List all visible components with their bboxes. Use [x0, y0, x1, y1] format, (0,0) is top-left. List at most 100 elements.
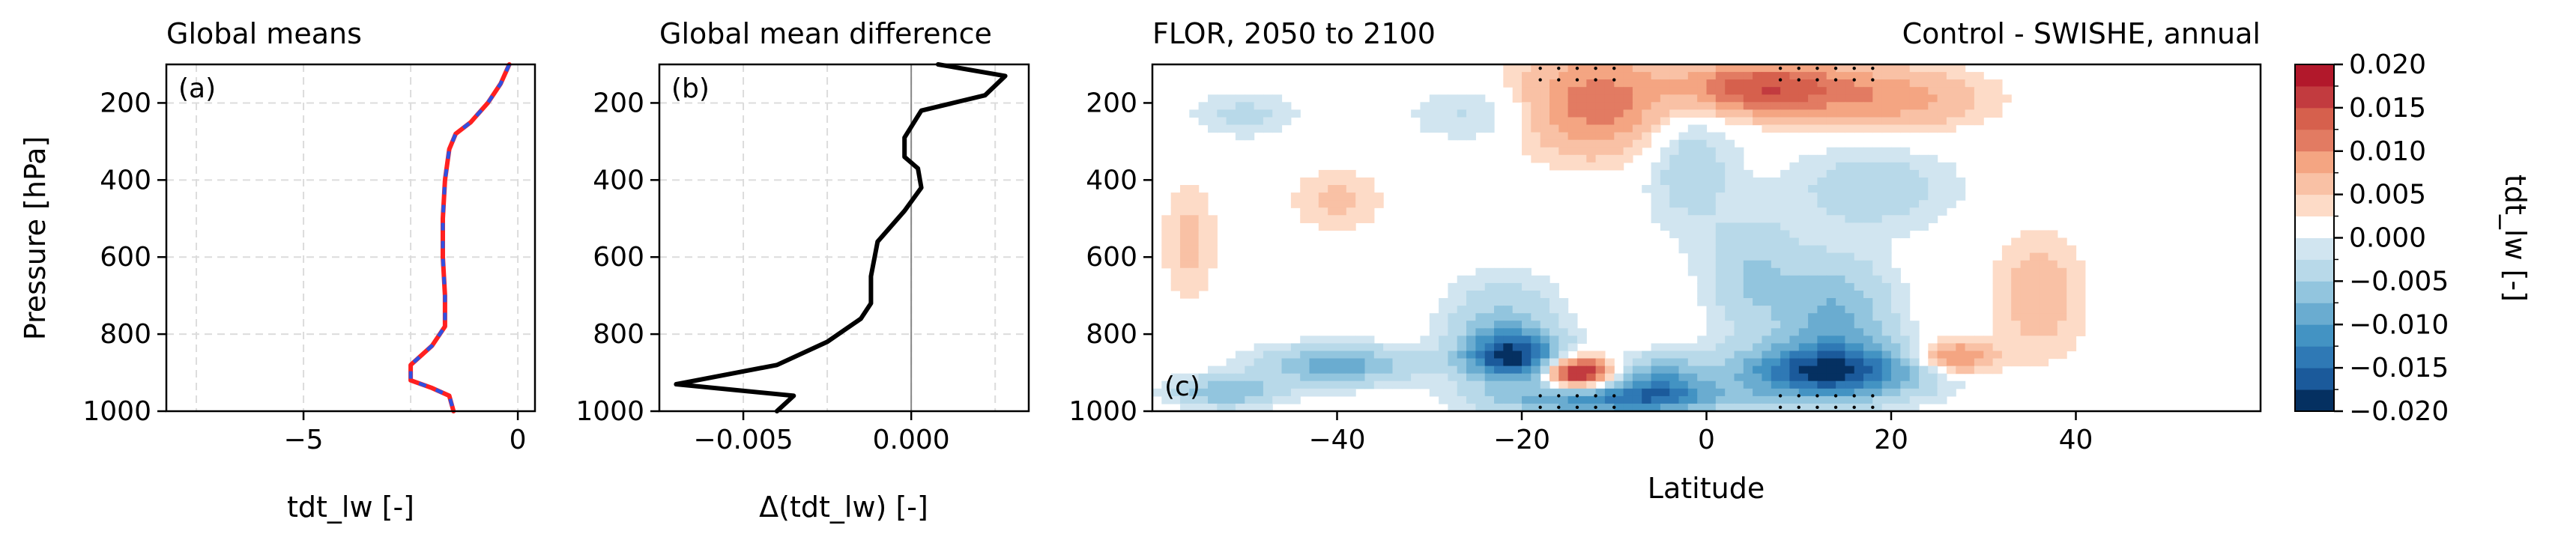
heatmap-cell	[1734, 230, 1744, 239]
heatmap-cell	[1411, 366, 1421, 374]
heatmap-cell	[1937, 380, 1947, 389]
heatmap-cell	[2048, 351, 2058, 360]
heatmap-cell	[1734, 282, 1744, 291]
heatmap-cell	[1974, 343, 1984, 352]
heatmap-cell	[1439, 366, 1449, 374]
colorbar-swatch	[2295, 237, 2334, 260]
heatmap-cell	[1836, 185, 1846, 193]
heatmap-cell	[1798, 237, 1809, 246]
heatmap-cell	[1448, 298, 1458, 306]
heatmap-cell	[1881, 102, 1892, 110]
heatmap-cell	[1780, 215, 1791, 223]
heatmap-cell	[1937, 395, 1947, 404]
heatmap-cell	[1364, 343, 1375, 352]
heatmap-cell	[1909, 162, 1920, 171]
heatmap-cell	[1836, 403, 1846, 412]
heatmap-cell	[1687, 245, 1698, 254]
heatmap-cell	[1854, 237, 1864, 246]
heatmap-cell	[1900, 230, 1911, 239]
heatmap-cell	[1328, 192, 1338, 201]
heatmap-cell	[1808, 117, 1818, 126]
heatmap-cell	[1697, 260, 1708, 269]
heatmap-cell	[1678, 169, 1689, 178]
stipple-dot	[1557, 394, 1561, 398]
heatmap-cell	[1863, 200, 1873, 208]
heatmap-cell	[1725, 358, 1735, 367]
heatmap-cell	[1235, 117, 1245, 126]
heatmap-cell	[1558, 109, 1569, 118]
heatmap-cell	[1697, 351, 1708, 360]
heatmap-cell	[1845, 351, 1855, 360]
heatmap-cell	[1974, 79, 1984, 88]
heatmap-cell	[1881, 79, 1892, 88]
heatmap-cell	[1743, 252, 1753, 261]
heatmap-cell	[1789, 109, 1800, 118]
colorbar: 0.0200.0150.0100.0050.000−0.005−0.010−0.…	[2294, 49, 2532, 427]
heatmap-cell	[1494, 358, 1504, 367]
heatmap-cell	[2029, 328, 2040, 336]
heatmap-cell	[1725, 291, 1735, 299]
heatmap-cell	[1439, 102, 1449, 110]
heatmap-cell	[1669, 79, 1680, 88]
heatmap-cell	[1522, 109, 1532, 118]
heatmap-cell	[1881, 275, 1892, 284]
heatmap-cell	[1854, 147, 1864, 156]
heatmap-cell	[1992, 87, 2003, 95]
heatmap-cell	[1475, 282, 1486, 291]
heatmap-cell	[1420, 373, 1430, 382]
heatmap-cell	[1780, 351, 1791, 360]
heatmap-cell	[1780, 403, 1791, 412]
heatmap-cell	[1512, 291, 1523, 299]
heatmap-cell	[1531, 132, 1541, 141]
heatmap-cell	[1753, 388, 1763, 397]
heatmap-cell	[1919, 102, 1929, 110]
heatmap-cell	[1891, 336, 1901, 344]
heatmap-cell	[1983, 336, 1994, 344]
heatmap-cell	[1854, 162, 1864, 171]
heatmap-cell	[1909, 124, 1920, 133]
heatmap-cell	[1586, 351, 1597, 360]
colorbar-swatch	[2295, 346, 2334, 368]
heatmap-cell	[1891, 109, 1901, 118]
heatmap-cell	[1475, 94, 1486, 103]
heatmap-cell	[1845, 313, 1855, 321]
heatmap-cell	[1863, 388, 1873, 397]
heatmap-cell	[1965, 336, 1975, 344]
heatmap-cell	[1567, 380, 1578, 389]
heatmap-cell	[1678, 230, 1689, 239]
heatmap-cell	[1558, 306, 1569, 314]
heatmap-cell	[1928, 358, 1938, 367]
heatmap-cell	[1854, 343, 1864, 352]
heatmap-cell	[1798, 185, 1809, 193]
heatmap-cell	[1281, 102, 1292, 110]
heatmap-cell	[1337, 380, 1347, 389]
heatmap-cell	[1235, 109, 1245, 118]
heatmap-cell	[1762, 313, 1772, 321]
heatmap-cell	[1586, 64, 1597, 73]
heatmap-cell	[1836, 267, 1846, 276]
heatmap-cell	[1992, 343, 2003, 352]
heatmap-cell	[1919, 366, 1929, 374]
heatmap-cell	[1872, 321, 1883, 329]
heatmap-cell	[1965, 72, 1975, 80]
heatmap-cell	[1826, 282, 1836, 291]
heatmap-cell	[1789, 373, 1800, 382]
heatmap-cell	[1448, 124, 1458, 133]
heatmap-cell	[1660, 366, 1670, 374]
heatmap-cell	[1660, 351, 1670, 360]
heatmap-cell	[1900, 403, 1911, 412]
heatmap-cell	[1576, 162, 1587, 171]
heatmap-cell	[1771, 102, 1781, 110]
heatmap-cell	[1401, 380, 1412, 389]
heatmap-cell	[1798, 313, 1809, 321]
heatmap-cell	[1346, 351, 1356, 360]
heatmap-cell	[1946, 64, 1956, 73]
heatmap-cell	[1872, 366, 1883, 374]
heatmap-cell	[1170, 252, 1181, 261]
heatmap-cell	[1762, 185, 1772, 193]
heatmap-cell	[1512, 64, 1523, 73]
heatmap-cell	[1826, 79, 1836, 88]
heatmap-cell	[1678, 215, 1689, 223]
heatmap-cell	[1900, 162, 1911, 171]
heatmap-cell	[1623, 403, 1633, 412]
